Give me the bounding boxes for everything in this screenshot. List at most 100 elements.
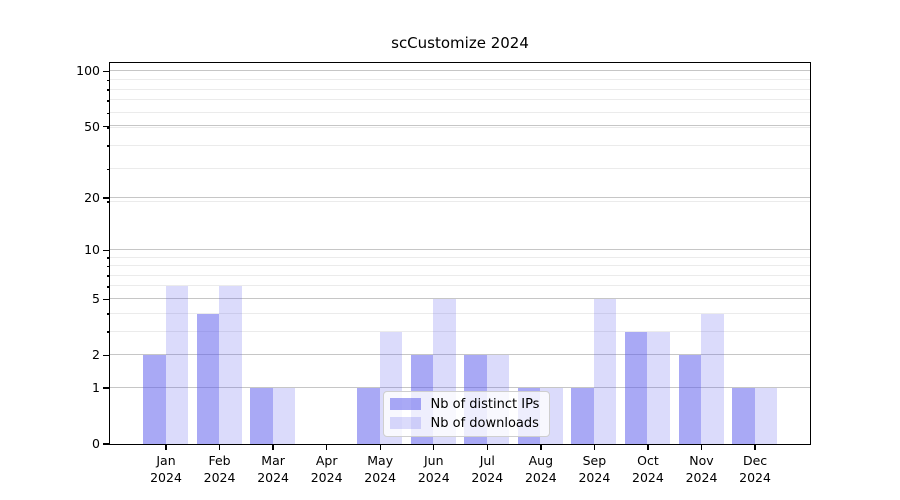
gridline-major-100 [109,69,810,71]
bar-ips-dec [732,387,755,444]
gridline-minor-19 [109,200,810,202]
y-tick-label-50: 50 [84,118,100,134]
bar-ips-sep [571,387,594,444]
x-tick-dec [754,444,756,450]
bar-ips-jan [143,354,166,444]
y-tick-1 [103,387,110,389]
gridline-minor-7 [109,274,810,276]
y-tick-label-2: 2 [92,347,100,363]
y-tick-label-0: 0 [92,436,100,451]
x-tick-aug [540,444,542,450]
x-tick-label-may: May 2024 [364,453,397,485]
bar-downloads-sep [593,298,617,444]
y-tick-label-100: 100 [76,63,100,79]
bar-downloads-oct [647,331,670,444]
gridline-minor-49 [109,126,810,128]
y-minortick-39 [106,145,110,147]
gridline-minor-69 [109,99,810,101]
x-tick-label-jan: Jan 2024 [150,453,182,485]
y-minortick-6 [106,286,110,288]
x-tick-label-jun: Jun 2024 [417,453,450,485]
x-tick-oct [647,444,649,450]
gridline-major-10 [109,248,810,250]
bar-ips-feb [196,313,220,444]
x-tick-jul [486,444,488,450]
y-minortick-29 [106,168,110,171]
gridline-minor-79 [109,88,810,90]
y-minortick-19 [106,201,110,203]
x-tick-label-aug: Aug 2024 [524,453,557,485]
gridline-major-5 [109,297,810,299]
bar-ips-mar [250,387,273,444]
y-tick-10 [103,249,110,252]
y-minortick-49 [106,127,110,129]
gridline-major-20 [109,196,810,198]
plot-area: Nb of distinct IPs Nb of downloads [108,61,811,445]
y-minortick-3 [106,331,110,333]
y-tick-2 [103,354,110,356]
x-tick-feb [218,444,221,450]
x-tick-jun [433,444,435,450]
gridline-minor-59 [109,111,810,113]
legend-label-distinct-ips: Nb of distinct IPs [430,396,540,412]
x-tick-sep [593,444,596,450]
legend: Nb of distinct IPs Nb of downloads [382,390,551,437]
y-tick-100 [103,70,110,73]
legend-item-distinct-ips: Nb of distinct IPs [389,396,540,412]
y-tick-50 [103,125,110,128]
y-minortick-4 [106,313,110,315]
bar-downloads-jan [165,286,188,444]
x-tick-label-mar: Mar 2024 [257,453,289,485]
bar-downloads-dec [754,387,778,444]
legend-swatch-downloads [389,417,421,429]
gridline-minor-39 [109,144,810,146]
y-minortick-7 [106,275,110,277]
legend-label-downloads: Nb of downloads [430,415,539,431]
y-minortick-89 [106,79,110,82]
y-minortick-79 [106,89,110,91]
x-tick-label-dec: Dec 2024 [739,453,771,485]
bar-ips-oct [624,331,648,444]
legend-swatch-distinct-ips [389,398,421,410]
y-tick-0 [103,443,110,445]
bar-ips-may [357,387,380,444]
gridline-major-1 [109,386,810,388]
y-tick-20 [103,197,110,199]
bar-downloads-nov [701,313,724,444]
gridline-minor-4 [109,312,810,314]
x-tick-label-feb: Feb 2024 [203,453,236,485]
gridline-major-2 [109,353,810,355]
x-tick-label-oct: Oct 2024 [632,453,664,485]
y-minortick-69 [106,100,110,102]
x-tick-label-jul: Jul 2024 [471,453,504,485]
y-tick-label-1: 1 [92,380,100,396]
x-tick-apr [325,444,328,450]
x-tick-label-sep: Sep 2024 [578,453,611,485]
x-tick-mar [272,444,274,450]
y-minortick-59 [106,112,110,115]
gridline-major-50 [109,125,810,127]
bar-downloads-mar [272,387,296,444]
gridline-minor-29 [109,167,810,169]
x-tick-label-nov: Nov 2024 [685,453,718,485]
gridline-minor-8 [109,265,810,267]
x-tick-label-apr: Apr 2024 [310,453,343,485]
y-minortick-9 [106,257,110,259]
y-tick-label-5: 5 [92,291,100,307]
x-tick-jan [165,444,167,450]
legend-item-downloads: Nb of downloads [389,415,540,431]
gridline-minor-3 [109,330,810,332]
gridline-minor-89 [109,79,810,81]
y-tick-5 [103,298,110,300]
y-tick-label-20: 20 [84,190,100,206]
x-tick-nov [700,444,703,450]
x-tick-may [379,444,381,450]
bar-ips-nov [678,354,701,444]
y-tick-label-10: 10 [84,242,100,258]
y-minortick-8 [106,265,110,268]
gridline-minor-6 [109,285,810,287]
gridline-minor-9 [109,256,810,258]
bar-downloads-feb [219,286,242,444]
chart-title: scCustomize 2024 [391,34,529,52]
